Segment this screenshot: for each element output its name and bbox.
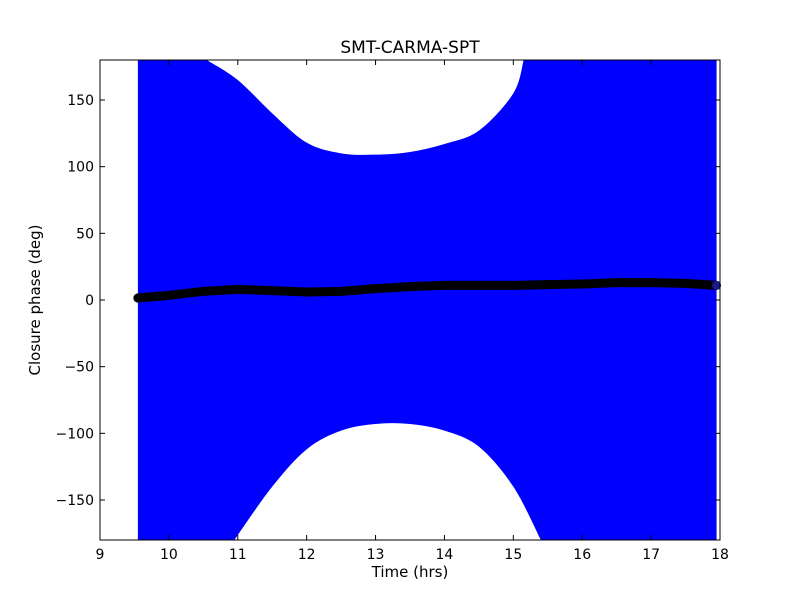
y-tick-label: 0: [85, 293, 94, 309]
data-point: [302, 287, 312, 297]
data-point-trail: [302, 286, 346, 297]
y-tick-label: 100: [67, 160, 94, 176]
data-point-trail: [646, 278, 691, 288]
data-point-trail: [233, 284, 277, 296]
x-tick-label: 18: [711, 547, 729, 563]
x-tick-label: 16: [573, 547, 591, 563]
x-tick-label: 13: [367, 547, 385, 563]
x-tick-label: 11: [229, 547, 247, 563]
data-point: [577, 279, 587, 289]
data-point: [508, 280, 518, 290]
data-point-trail: [543, 279, 587, 290]
x-tick-label: 15: [504, 547, 522, 563]
axes-frame: [99, 59, 721, 541]
y-tick-label: −100: [56, 426, 94, 442]
data-point: [371, 284, 381, 294]
data-point: [543, 280, 553, 290]
y-tick-label: 150: [67, 93, 94, 109]
y-tick-label: −50: [64, 360, 94, 376]
plot-clip-group: [133, 60, 720, 540]
data-point: [439, 280, 449, 290]
data-point-trail: [164, 286, 208, 300]
chart-title: SMT-CARMA-SPT: [340, 38, 480, 58]
x-tick-label: 17: [642, 547, 660, 563]
data-point-trail: [267, 286, 312, 297]
data-point-trail: [133, 290, 174, 303]
y-tick-label: −150: [56, 493, 94, 509]
plot-area: [133, 60, 722, 540]
x-tick-label: 9: [96, 547, 105, 563]
data-point: [233, 284, 243, 294]
data-point-trail: [336, 284, 381, 296]
data-point: [133, 293, 143, 303]
y-axis-label: Closure phase (deg): [26, 225, 44, 376]
data-point: [712, 280, 722, 290]
x-tick-label: 14: [436, 547, 454, 563]
data-point-trail: [405, 280, 449, 292]
lower-gap-region: [234, 423, 541, 540]
data-point: [164, 290, 174, 300]
data-point: [198, 286, 208, 296]
x-tick-label: 12: [298, 547, 316, 563]
data-point-trail: [508, 280, 553, 290]
axis-ticks: 9 10 11 12 13 14 15 16 17 18 −150 −100 −50 0 50 100 150: [56, 60, 729, 563]
x-axis-label: Time (hrs): [371, 563, 449, 581]
data-point-trail: [371, 282, 415, 294]
data-point-trail: [577, 278, 622, 289]
data-point: [474, 280, 484, 290]
data-point: [405, 282, 415, 292]
upper-gap-region: [206, 60, 524, 155]
x-tick-label: 10: [160, 547, 178, 563]
data-point: [336, 286, 346, 296]
data-point: [612, 278, 622, 288]
data-point: [267, 286, 277, 296]
data-point-trail: [681, 278, 720, 290]
data-point: [646, 278, 656, 288]
data-point: [681, 278, 691, 288]
y-tick-label: 50: [76, 226, 94, 242]
data-point-trail: [198, 284, 243, 296]
